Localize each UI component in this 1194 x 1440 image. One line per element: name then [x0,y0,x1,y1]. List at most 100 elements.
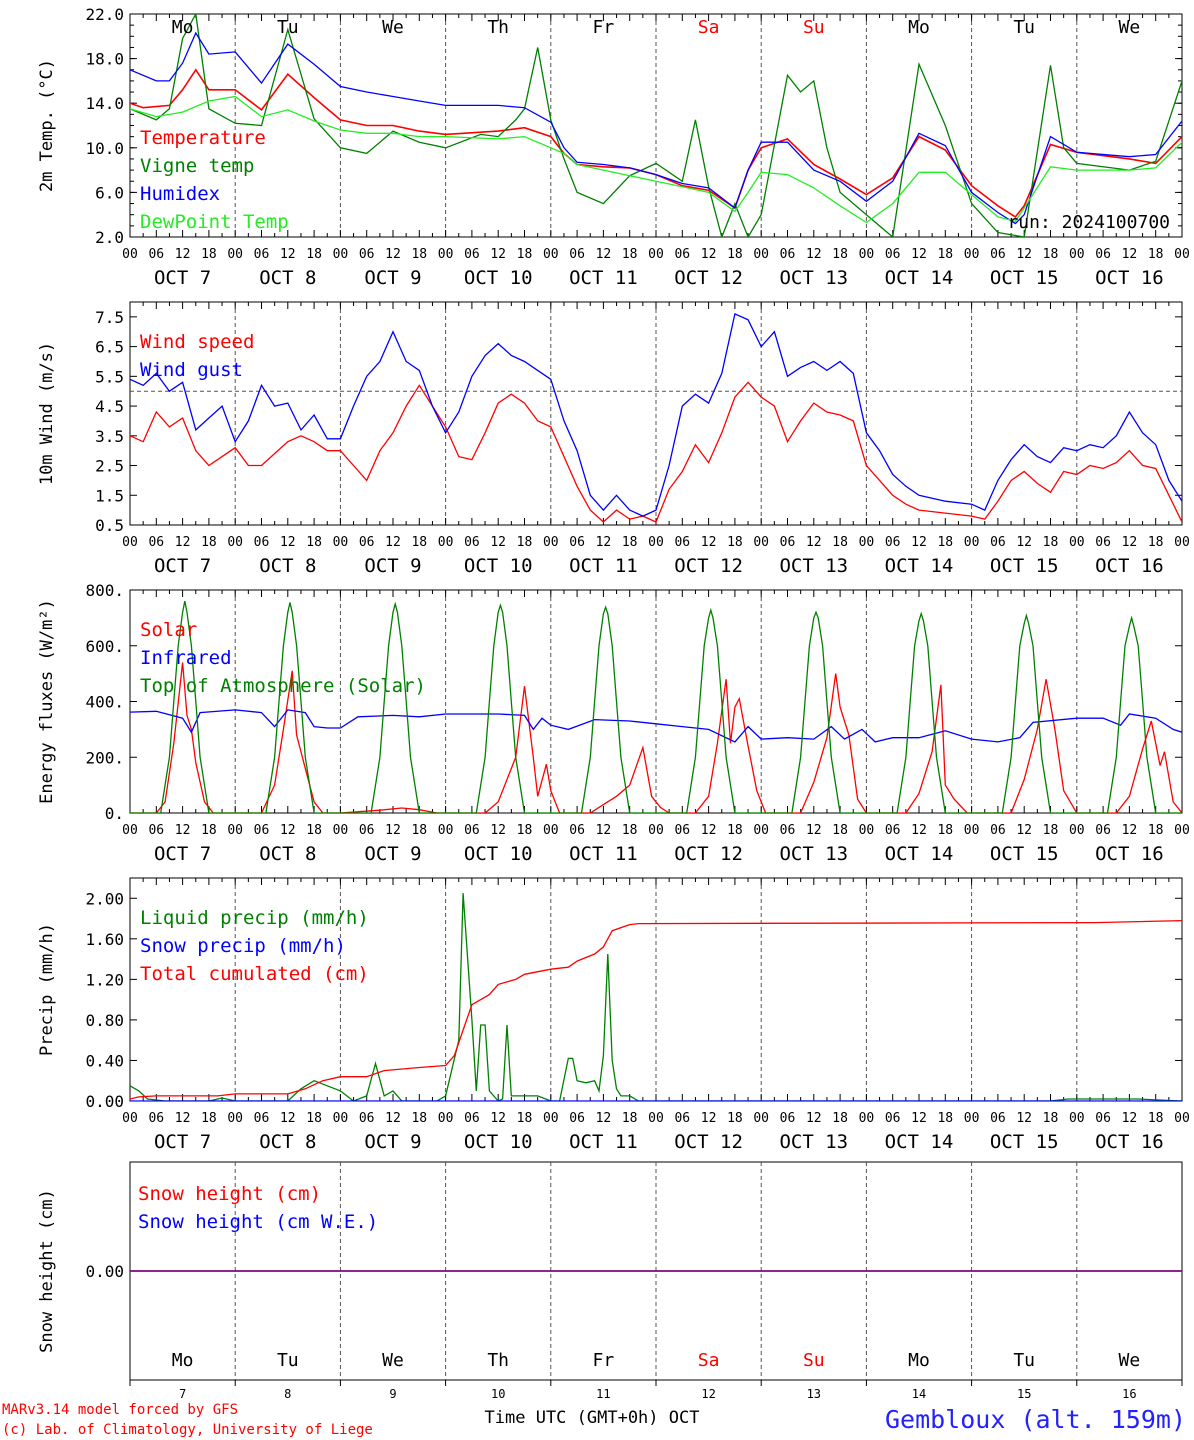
hour-tick-label: 18 [937,1111,953,1126]
hour-tick-label: 12 [596,247,612,262]
hour-tick-label: 12 [596,823,612,838]
date-label: OCT 7 [154,267,211,289]
hour-tick-label: 06 [674,247,690,262]
date-label: OCT 13 [779,267,848,289]
hour-tick-label: 06 [885,535,901,550]
hour-tick-label: 06 [254,247,270,262]
y-tick-label: 1.20 [85,970,124,989]
hour-tick-label: 00 [859,1111,875,1126]
hour-tick-label: 00 [859,535,875,550]
hour-tick-label: 12 [596,535,612,550]
hour-tick-label: 00 [859,247,875,262]
hour-tick-label: 12 [490,247,506,262]
legend-entry: Wind speed [140,331,254,353]
hour-tick-label: 18 [1148,823,1164,838]
y-axis-title: 2m Temp. (°C) [37,59,57,192]
day-name-label: Tu [1013,1350,1035,1371]
hour-tick-label: 18 [306,823,322,838]
hour-tick-label: 18 [1043,247,1059,262]
hour-tick-label: 12 [911,247,927,262]
date-label: OCT 15 [990,843,1059,865]
day-number-label: 9 [389,1387,396,1401]
hour-tick-label: 12 [1016,823,1032,838]
hour-tick-label: 06 [780,1111,796,1126]
date-label: OCT 10 [464,843,533,865]
y-tick-label: 0.00 [85,1092,124,1111]
hour-tick-label: 18 [517,823,533,838]
hour-tick-label: 06 [464,247,480,262]
date-label: OCT 12 [674,555,743,577]
hour-tick-label: 06 [674,823,690,838]
day-name-label: Mo [908,17,930,38]
day-number-label: 11 [596,1387,610,1401]
hour-tick-label: 00 [753,1111,769,1126]
y-tick-label: 0.80 [85,1011,124,1030]
hour-tick-label: 12 [490,535,506,550]
series-temp-1 [130,14,1182,237]
day-name-label: Tu [277,17,299,38]
day-number-label: 16 [1122,1387,1136,1401]
hour-tick-label: 18 [411,247,427,262]
legend-entry: Vigne temp [140,155,254,177]
day-number-label: 8 [284,1387,291,1401]
y-tick-label: 22.0 [85,5,124,24]
y-tick-label: 0.40 [85,1051,124,1070]
y-tick-label: 0.00 [85,1262,124,1281]
hour-tick-label: 00 [1174,1111,1190,1126]
legend-entry: Infrared [140,647,232,669]
date-label: OCT 9 [364,267,421,289]
hour-tick-label: 12 [806,1111,822,1126]
hour-tick-label: 18 [306,1111,322,1126]
hour-tick-label: 00 [1174,247,1190,262]
hour-tick-label: 12 [911,823,927,838]
x-axis-title: Time UTC (GMT+0h) OCT [485,1408,700,1428]
hour-tick-label: 00 [227,823,243,838]
y-tick-label: 800. [85,581,124,600]
date-label: OCT 10 [464,555,533,577]
hour-tick-label: 06 [148,823,164,838]
hour-tick-label: 18 [517,535,533,550]
date-label: OCT 15 [990,555,1059,577]
date-label: OCT 10 [464,1131,533,1153]
date-label: OCT 14 [885,843,954,865]
hour-tick-label: 18 [1148,1111,1164,1126]
hour-tick-label: 00 [333,823,349,838]
day-name-label: Tu [277,1350,299,1371]
hour-tick-label: 18 [622,1111,638,1126]
hour-tick-label: 12 [701,247,717,262]
day-name-label: Fr [593,17,615,38]
hour-tick-label: 06 [359,823,375,838]
date-label: OCT 7 [154,555,211,577]
hour-tick-label: 06 [569,535,585,550]
station-title: Gembloux (alt. 159m) [885,1405,1186,1434]
hour-tick-label: 12 [280,1111,296,1126]
hour-tick-label: 12 [1016,535,1032,550]
footer: MARv3.14 model forced by GFS (c) Lab. of… [2,1402,1186,1438]
hour-tick-label: 18 [622,535,638,550]
hour-tick-label: 12 [385,823,401,838]
legend-entry: DewPoint Temp [140,211,289,233]
hour-tick-label: 06 [990,247,1006,262]
hour-tick-label: 06 [885,1111,901,1126]
y-tick-label: 6.5 [95,338,124,357]
hour-tick-label: 12 [175,1111,191,1126]
date-label: OCT 15 [990,267,1059,289]
hour-tick-label: 12 [911,1111,927,1126]
y-tick-label: 2.5 [95,457,124,476]
day-name-label: Tu [1013,17,1035,38]
hour-tick-label: 18 [1043,823,1059,838]
date-label: OCT 8 [259,1131,316,1153]
hour-tick-label: 12 [1122,535,1138,550]
date-label: OCT 9 [364,555,421,577]
date-label: OCT 8 [259,555,316,577]
panel-wind: 0.5 1.5 2.5 3.5 4.5 5.5 6.5 7.5 10m Wind (m/s) Wi… [37,301,1190,577]
hour-tick-label: 12 [175,247,191,262]
series-flux-2 [130,600,1182,813]
hour-tick-label: 06 [885,823,901,838]
hour-tick-label: 12 [385,1111,401,1126]
legend-entry: Top of Atmosphere (Solar) [140,675,426,697]
hour-tick-label: 00 [648,1111,664,1126]
day-name-label: Sa [698,1350,720,1371]
hour-tick-label: 00 [753,247,769,262]
hour-tick-label: 00 [859,823,875,838]
